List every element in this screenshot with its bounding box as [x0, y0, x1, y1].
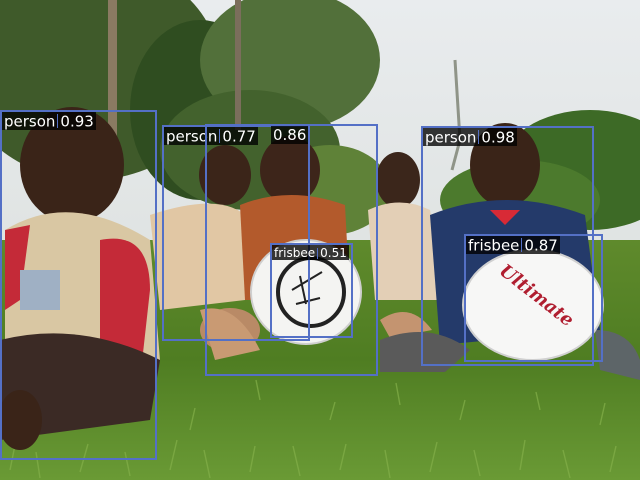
child-center-right [368, 152, 445, 300]
detection-class: person [4, 112, 56, 131]
detection-score: 0.87 [524, 236, 558, 255]
detection-score: 0.93 [60, 112, 94, 131]
detection-class: person [166, 127, 218, 146]
detection-box-person-3: 0.86 [205, 124, 378, 376]
detection-label: frisbee 0.51 [272, 245, 349, 260]
detection-label: frisbee 0.87 [466, 236, 560, 255]
detection-label: person 0.77 [164, 127, 258, 146]
child-left [0, 107, 160, 450]
detection-class: frisbee [468, 236, 520, 255]
detection-label: person 0.93 [2, 112, 96, 131]
detection-box-person-1: person 0.93 [0, 110, 157, 460]
detection-box-person-2: person 0.77 [162, 125, 310, 341]
detection-box-person-4: person 0.98 [421, 126, 594, 366]
detection-label: person 0.98 [423, 128, 517, 147]
detection-label: 0.86 [271, 126, 309, 144]
detection-score: 0.51 [320, 246, 347, 260]
detection-class: frisbee [274, 246, 316, 260]
detection-score: 0.77 [222, 127, 256, 146]
detection-class: person [425, 128, 477, 147]
detection-box-frisbee-2: frisbee 0.87 [464, 234, 603, 362]
detection-score: 0.98 [481, 128, 515, 147]
detection-score: 0.86 [273, 126, 307, 144]
detection-box-frisbee-1: frisbee 0.51 [270, 243, 353, 338]
child-middle-left [150, 145, 260, 352]
